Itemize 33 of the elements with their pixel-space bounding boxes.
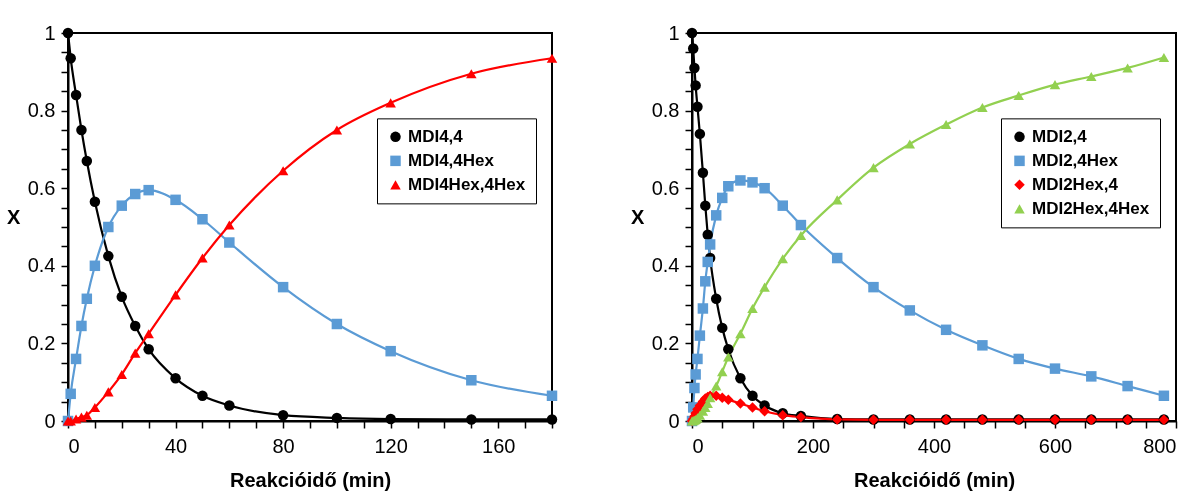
x-axis-title: Reakcióidő (min)	[229, 468, 392, 491]
y-tick-label: 0.2	[27, 331, 56, 354]
legend-label: MDI2,4	[1032, 126, 1088, 146]
legend-label: MDI4,4	[408, 126, 464, 146]
y-tick-label: 1	[668, 21, 680, 44]
x-tick-label: 800	[1143, 434, 1177, 457]
x-tick-label: 0	[68, 434, 80, 457]
y-tick-label: 0.2	[651, 331, 680, 354]
x-tick-label: 200	[796, 434, 831, 457]
x-tick-label: 80	[272, 434, 295, 457]
legend-label: MDI2Hex,4Hex	[1032, 198, 1150, 218]
y-axis-title: X	[631, 205, 646, 228]
y-tick-label: 0	[44, 409, 56, 432]
y-tick-label: 0.4	[651, 254, 680, 277]
x-tick-label: 600	[1038, 434, 1073, 457]
legend-label: MDI2Hex,4	[1032, 174, 1119, 194]
legend-label: MDI4,4Hex	[408, 150, 495, 170]
x-tick-label: 400	[917, 434, 952, 457]
x-axis-title: Reakcióidő (min)	[853, 468, 1016, 491]
y-tick-label: 0.4	[27, 254, 56, 277]
legend-label: MDI4Hex,4Hex	[408, 174, 526, 194]
x-tick-label: 0	[692, 434, 704, 457]
x-tick-label: 40	[164, 434, 188, 457]
y-tick-label: 0.6	[651, 176, 680, 199]
y-tick-label: 0.8	[651, 99, 680, 122]
y-tick-label: 0.8	[27, 99, 56, 122]
legend-label: MDI2,4Hex	[1032, 150, 1119, 170]
y-tick-label: 0	[668, 409, 680, 432]
x-tick-label: 160	[482, 434, 516, 457]
y-tick-label: 1	[44, 21, 56, 44]
y-tick-label: 0.6	[27, 176, 56, 199]
y-axis-title: X	[7, 205, 22, 228]
x-tick-label: 120	[374, 434, 408, 457]
